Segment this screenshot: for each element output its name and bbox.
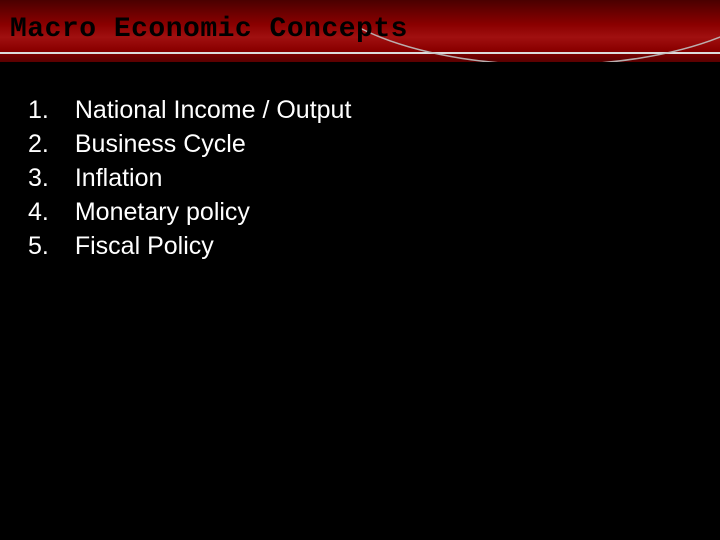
- list-text: Business Cycle: [75, 128, 352, 160]
- list-number: 1.: [28, 94, 75, 126]
- slide-title: Macro Economic Concepts: [10, 14, 408, 45]
- header-curve-decoration: [360, 0, 720, 62]
- list-text: Fiscal Policy: [75, 230, 352, 262]
- list-item: 4. Monetary policy: [28, 196, 351, 228]
- list-item: 1. National Income / Output: [28, 94, 351, 126]
- list-number: 2.: [28, 128, 75, 160]
- numbered-list: 1. National Income / Output 2. Business …: [28, 92, 351, 264]
- list-text: Inflation: [75, 162, 352, 194]
- list-text: National Income / Output: [75, 94, 352, 126]
- list-item: 2. Business Cycle: [28, 128, 351, 160]
- list-number: 4.: [28, 196, 75, 228]
- list-item: 3. Inflation: [28, 162, 351, 194]
- slide-header: Macro Economic Concepts: [0, 0, 720, 62]
- list-text: Monetary policy: [75, 196, 352, 228]
- list-number: 3.: [28, 162, 75, 194]
- slide-body: 1. National Income / Output 2. Business …: [0, 62, 720, 276]
- list-item: 5. Fiscal Policy: [28, 230, 351, 262]
- list-number: 5.: [28, 230, 75, 262]
